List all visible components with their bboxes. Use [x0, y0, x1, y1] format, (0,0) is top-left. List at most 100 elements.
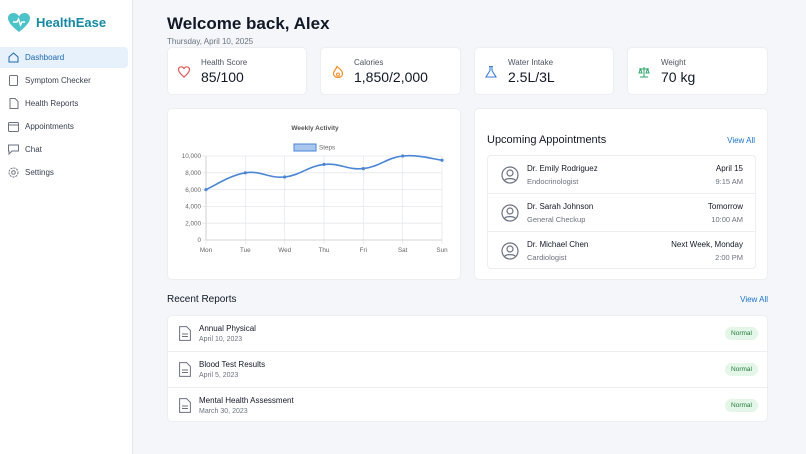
report-name: Mental Health Assessment: [199, 396, 294, 405]
appointment-time: 9:15 AM: [715, 177, 743, 186]
appointment-list: Dr. Emily Rodriguez Endocrinologist April …: [487, 155, 756, 269]
point: [322, 162, 326, 166]
legend-label: Steps: [319, 145, 335, 152]
document-icon: [179, 398, 191, 413]
status-badge: Normal: [725, 327, 758, 340]
x-tick-label: Mon: [200, 247, 213, 254]
appointments-card: Upcoming Appointments View All Dr. Emily…: [474, 108, 768, 280]
x-tick-label: Thu: [319, 247, 330, 254]
avatar-icon: [501, 242, 519, 260]
x-tick-label: Sat: [398, 247, 408, 254]
nav-item[interactable]: Health Reports: [0, 93, 128, 114]
nav-icon: [9, 98, 19, 109]
y-tick-label: 6,000: [185, 187, 201, 194]
x-tick-label: Fri: [360, 247, 367, 254]
avatar-icon: [501, 204, 519, 222]
nav-item[interactable]: Symptom Checker: [0, 70, 128, 91]
nav-label: Chat: [25, 145, 42, 154]
specialty: Cardiologist: [527, 253, 567, 262]
page-title: Welcome back, Alex: [167, 14, 330, 33]
reports-card: Annual Physical April 10, 2023 Normal Blood…: [167, 315, 768, 422]
appointment-row: Dr. Emily Rodriguez Endocrinologist April …: [488, 156, 755, 194]
nav-icon: [9, 75, 18, 86]
specialty: Endocrinologist: [527, 177, 579, 186]
stat-value: 1,850/2,000: [354, 69, 428, 85]
y-tick-label: 8,000: [185, 170, 201, 177]
document-icon: [179, 362, 191, 377]
nav-icon: [8, 122, 19, 132]
stat-value: 85/100: [201, 69, 244, 85]
stat-icon: [638, 67, 650, 78]
nav-item[interactable]: Settings: [0, 162, 128, 183]
doctor-name: Dr. Sarah Johnson: [527, 202, 594, 211]
nav-icon: [8, 167, 19, 178]
stat-value: 2.5L/3L: [508, 69, 555, 85]
legend-swatch: [293, 143, 317, 152]
specialty: General Checkup: [527, 215, 586, 224]
report-row: Annual Physical April 10, 2023 Normal: [168, 316, 767, 352]
report-date: April 5, 2023: [199, 372, 239, 379]
nav-item[interactable]: Dashboard: [0, 47, 128, 68]
nav-label: Dashboard: [25, 53, 65, 62]
x-tick-label: Wed: [278, 247, 291, 254]
section-title: Upcoming Appointments: [487, 134, 607, 146]
point: [204, 188, 208, 192]
stat-icon: [485, 66, 497, 78]
appointment-date: Tomorrow: [707, 202, 743, 211]
appointment-row: Dr. Sarah Johnson General Checkup Tomorrow…: [488, 194, 755, 232]
status-badge: Normal: [725, 399, 758, 412]
sidebar: HealthEase Dashboard Symptom Checker Hea…: [0, 0, 133, 454]
nav-item[interactable]: Chat: [0, 139, 128, 160]
appointment-date: Next Week, Monday: [671, 240, 743, 249]
nav-label: Settings: [25, 168, 54, 177]
nav-icon: [8, 144, 19, 155]
status-badge: Normal: [725, 363, 758, 376]
point: [440, 158, 444, 162]
stat-icon: [332, 66, 344, 78]
appointment-date: April 15: [715, 164, 743, 173]
nav-icon: [8, 52, 19, 63]
y-tick-label: 4,000: [185, 204, 201, 211]
point: [401, 154, 405, 158]
point: [361, 167, 365, 171]
stat-card: Calories 1,850/2,000: [320, 47, 461, 95]
appointment-row: Dr. Michael Chen Cardiologist Next Week, M…: [488, 232, 755, 270]
avatar-icon: [501, 166, 519, 184]
point: [243, 171, 247, 175]
doctor-name: Dr. Emily Rodriguez: [527, 164, 598, 173]
chart: Weekly Activity 0 2,000 4,000 6,000 8,000 10,…: [182, 125, 448, 254]
nav-label: Symptom Checker: [25, 76, 91, 85]
stat-label: Weight: [661, 58, 686, 67]
report-date: March 30, 2023: [199, 408, 248, 415]
stat-card: Water Intake 2.5L/3L: [474, 47, 614, 95]
stat-card: Weight 70 kg: [627, 47, 768, 95]
y-tick-label: 0: [197, 237, 201, 244]
appointment-time: 10:00 AM: [711, 215, 743, 224]
brand: HealthEase: [36, 15, 107, 30]
doctor-name: Dr. Michael Chen: [527, 240, 589, 249]
view-all-link[interactable]: View All: [727, 136, 755, 145]
report-row: Blood Test Results April 5, 2023 Normal: [168, 352, 767, 388]
point: [283, 175, 287, 179]
report-name: Blood Test Results: [199, 360, 266, 369]
report-date: April 10, 2023: [199, 336, 243, 343]
section-title: Recent Reports: [167, 294, 237, 305]
stat-label: Health Score: [201, 58, 248, 67]
document-icon: [179, 326, 191, 341]
y-tick-label: 2,000: [185, 220, 201, 227]
x-tick-label: Sun: [436, 247, 448, 254]
x-tick-label: Tue: [240, 247, 251, 254]
chart-title: Weekly Activity: [291, 125, 339, 132]
nav-item[interactable]: Appointments: [0, 116, 128, 137]
date: Thursday, April 10, 2025: [167, 37, 254, 46]
chart-card: Weekly Activity 0 2,000 4,000 6,000 8,000 10,…: [167, 108, 461, 280]
appointment-time: 2:00 PM: [715, 253, 743, 262]
view-all-link[interactable]: View All: [740, 295, 768, 304]
stat-label: Water Intake: [508, 58, 554, 67]
stat-label: Calories: [354, 58, 384, 67]
stat-value: 70 kg: [661, 69, 696, 85]
stat-icon: [178, 66, 190, 78]
logo-icon: [8, 13, 30, 32]
